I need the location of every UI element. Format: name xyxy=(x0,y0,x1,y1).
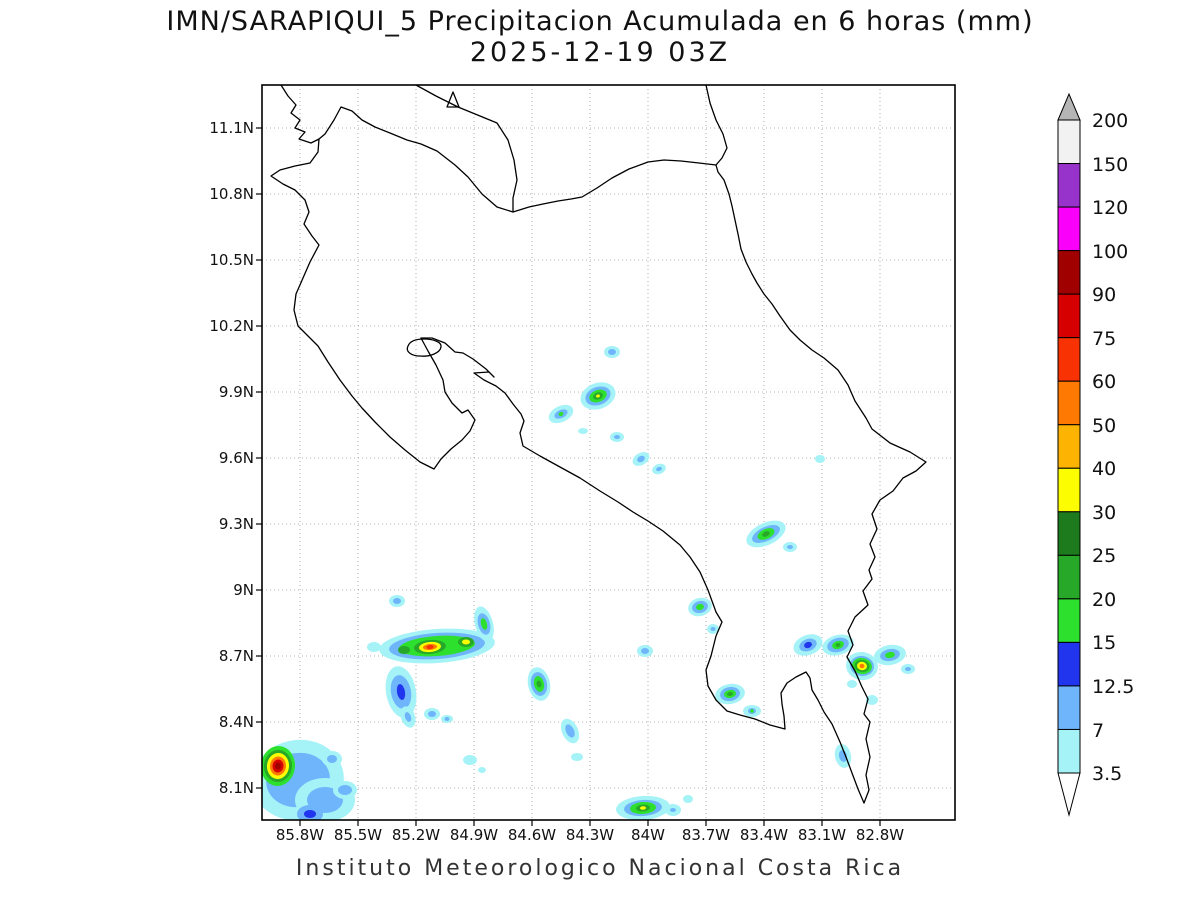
colorbar-tick-label: 75 xyxy=(1092,328,1117,350)
colorbar-tick-label: 25 xyxy=(1092,545,1117,567)
chart-title: IMN/SARAPIQUI_5 Precipitacion Acumulada … xyxy=(166,6,1034,37)
lat-tick-label: 8.7N xyxy=(218,647,254,665)
colorbar-tick-label: 60 xyxy=(1092,371,1117,393)
lon-tick-label: 83.1W xyxy=(797,826,847,844)
lat-tick-label: 10.8N xyxy=(209,185,254,203)
colorbar-tick-label: 40 xyxy=(1092,458,1117,480)
colorbar-tick-label: 120 xyxy=(1092,197,1129,219)
lat-tick-label: 9N xyxy=(233,581,254,599)
colorbar-tick-label: 12.5 xyxy=(1092,676,1135,698)
colorbar-tick-label: 7 xyxy=(1092,720,1105,742)
colorbar-tick-label: 200 xyxy=(1092,110,1129,132)
lon-tick-label: 85.5W xyxy=(333,826,383,844)
colorbar-tick-label: 30 xyxy=(1092,502,1117,524)
lat-tick-label: 9.6N xyxy=(218,449,254,467)
lat-tick-label: 11.1N xyxy=(209,119,254,137)
lat-tick-label: 9.3N xyxy=(218,515,254,533)
colorbar-tick-label: 50 xyxy=(1092,415,1117,437)
colorbar-tick-label: 90 xyxy=(1092,284,1117,306)
colorbar-tick-label: 3.5 xyxy=(1092,763,1123,785)
lon-tick-label: 82.8W xyxy=(855,826,905,844)
lon-tick-label: 84W xyxy=(631,826,665,844)
lon-tick-label: 85.8W xyxy=(275,826,325,844)
lat-tick-label: 8.4N xyxy=(218,713,254,731)
lon-tick-label: 84.9W xyxy=(449,826,499,844)
lon-tick-label: 83.7W xyxy=(681,826,731,844)
institution-footer: Instituto Meteorologico Nacional Costa R… xyxy=(295,856,905,881)
lat-tick-label: 8.1N xyxy=(218,779,254,797)
lon-tick-label: 83.4W xyxy=(739,826,789,844)
colorbar-tick-label: 100 xyxy=(1092,241,1129,263)
colorbar-tick-label: 15 xyxy=(1092,632,1117,654)
colorbar-tick-label: 150 xyxy=(1092,154,1129,176)
lon-tick-label: 84.6W xyxy=(507,826,557,844)
lat-tick-label: 10.5N xyxy=(209,251,254,269)
chart-subtitle-datetime: 2025-12-19 03Z xyxy=(469,37,731,68)
lat-tick-label: 9.9N xyxy=(218,383,254,401)
lat-tick-label: 10.2N xyxy=(209,317,254,335)
colorbar-tick-label: 20 xyxy=(1092,589,1117,611)
lon-tick-label: 85.2W xyxy=(391,826,441,844)
lon-tick-label: 84.3W xyxy=(565,826,615,844)
